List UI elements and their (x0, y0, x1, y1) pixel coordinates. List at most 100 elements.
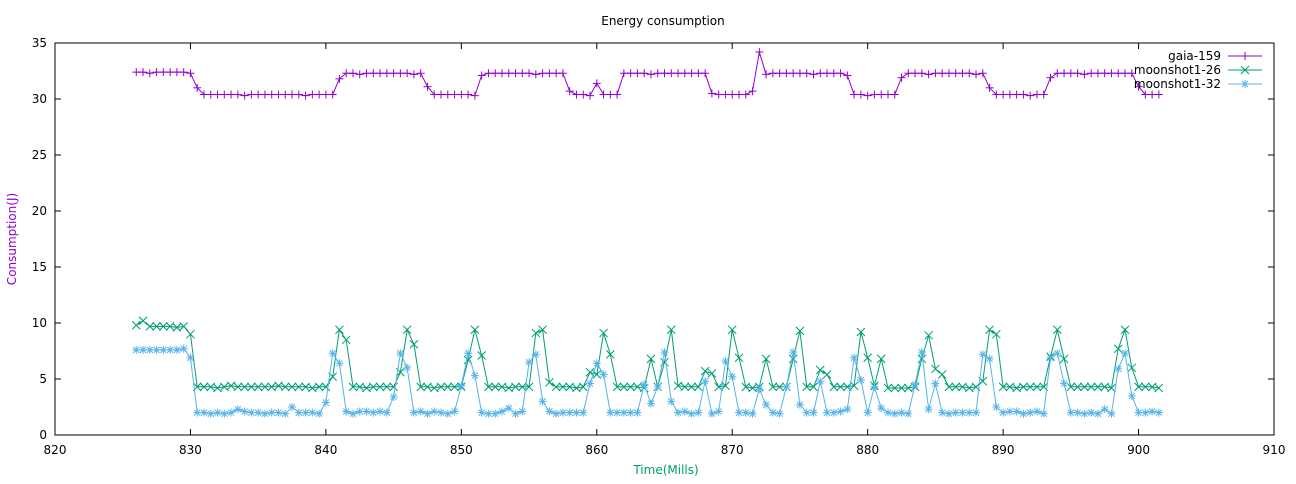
data-point (403, 363, 412, 372)
data-point (1100, 69, 1109, 78)
data-point (856, 376, 865, 385)
data-point (768, 382, 778, 392)
legend-marker (1241, 52, 1249, 60)
data-point (470, 91, 479, 100)
data-point (1080, 70, 1089, 79)
data-point (836, 407, 845, 416)
data-point (1046, 353, 1055, 362)
data-point (132, 345, 141, 354)
data-point (938, 408, 947, 417)
data-point (572, 90, 581, 99)
data-point (991, 329, 1001, 339)
data-point (484, 382, 493, 392)
data-point (193, 408, 202, 417)
data-point (321, 398, 330, 407)
data-point (850, 353, 859, 362)
data-point (890, 383, 900, 393)
data-point (965, 69, 974, 78)
data-point (619, 408, 628, 417)
data-point (389, 382, 398, 392)
data-point (280, 382, 290, 392)
data-point (856, 90, 865, 99)
data-point (382, 408, 391, 417)
y-axis-label: Consumption(J) (5, 193, 19, 285)
data-point (714, 90, 723, 99)
data-point (233, 90, 242, 99)
y-tick-label: 0 (39, 428, 47, 442)
data-point (341, 335, 351, 345)
axis-ticks: 820 830 840 850 860 870 880 890 900 910 0 5 10 15 20 25… (32, 36, 1286, 457)
data-point (897, 408, 906, 417)
data-point (1026, 91, 1035, 100)
data-point (579, 408, 588, 417)
data-point (403, 69, 412, 78)
data-point (802, 69, 811, 78)
data-point (741, 90, 750, 99)
data-point (674, 408, 683, 417)
data-point (701, 69, 710, 78)
data-point (646, 399, 655, 408)
plot-frame (54, 42, 1275, 436)
data-point (863, 408, 872, 417)
data-point (660, 348, 669, 357)
data-point (707, 409, 716, 418)
data-point (1134, 82, 1143, 91)
data-point (159, 68, 168, 77)
data-point (843, 405, 852, 414)
data-point (491, 409, 500, 418)
data-point (247, 90, 256, 99)
data-point (518, 69, 527, 78)
data-point (755, 47, 764, 56)
data-point (301, 408, 310, 417)
data-point (633, 408, 642, 417)
data-point (809, 408, 818, 417)
data-point (328, 90, 337, 99)
data-point (240, 407, 249, 416)
data-point (1012, 407, 1021, 416)
data-point (430, 407, 439, 416)
data-point (985, 354, 994, 363)
data-point (809, 70, 818, 79)
data-point (437, 90, 446, 99)
y-tick-label: 5 (39, 372, 47, 386)
data-point (315, 409, 324, 418)
data-point (870, 90, 879, 99)
data-point (1120, 325, 1130, 335)
data-point (382, 382, 392, 392)
data-point (728, 372, 737, 381)
data-point (592, 359, 601, 368)
data-point (911, 380, 920, 389)
data-point (680, 407, 689, 416)
data-point (525, 69, 534, 78)
data-point (1093, 409, 1102, 418)
data-point (1134, 408, 1143, 417)
data-point (362, 407, 371, 416)
data-point (748, 87, 757, 96)
data-point (1060, 69, 1069, 78)
data-point (795, 326, 805, 336)
data-point (538, 69, 547, 78)
legend-marker (1241, 80, 1249, 88)
data-point (734, 90, 743, 99)
legend-item: moonshot1-32 (1134, 77, 1262, 91)
data-point (680, 69, 689, 78)
data-point (850, 90, 859, 99)
data-point (254, 90, 263, 99)
data-point (220, 409, 229, 418)
data-point (138, 316, 148, 326)
data-point (288, 90, 297, 99)
data-point (626, 408, 635, 417)
data-point (402, 325, 412, 335)
data-point (558, 382, 568, 392)
data-point (1005, 90, 1014, 99)
data-point (409, 339, 419, 349)
data-point (931, 364, 940, 374)
data-point (531, 328, 541, 338)
data-point (1005, 407, 1014, 416)
data-point (999, 408, 1008, 417)
x-tick-label: 900 (1127, 443, 1150, 457)
data-point (836, 382, 845, 392)
data-point (727, 325, 737, 335)
data-point (457, 90, 466, 99)
data-point (586, 91, 595, 100)
